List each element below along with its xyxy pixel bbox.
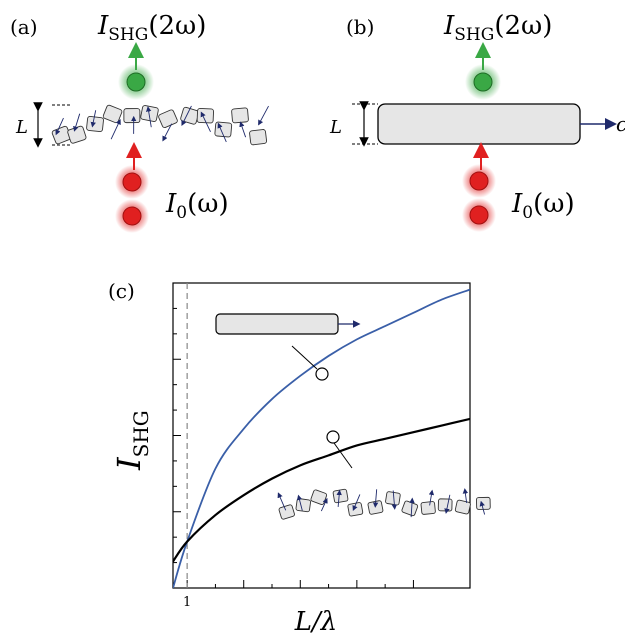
- dipole-arrow: [320, 497, 328, 512]
- panel-a: (a) ISHG(2ω) L I0(ω): [10, 11, 269, 233]
- dipole-arrow: [428, 489, 435, 506]
- dipole-arrow: [217, 122, 227, 143]
- dipole-arrow: [146, 106, 152, 128]
- pointer-blue: [291, 345, 318, 370]
- panel-a-input-label: I0(ω): [165, 189, 229, 223]
- panel-b-input-label: I0(ω): [511, 189, 575, 223]
- molecule-block: [454, 499, 471, 515]
- dipole-arrow: [409, 497, 415, 518]
- molecule-block: [476, 496, 491, 510]
- molecule-block: [295, 498, 312, 513]
- molecule-block: [332, 488, 349, 504]
- dipole-arrow: [277, 492, 287, 511]
- dipole-arrow: [336, 489, 342, 508]
- molecule-block: [158, 109, 178, 128]
- panel-b-red-photon-1: [469, 171, 489, 191]
- x-tick-label-1: 1: [183, 595, 191, 610]
- dipole-arrow: [462, 488, 469, 504]
- molecule-block: [420, 501, 436, 515]
- inset-molecular-layer: [277, 488, 491, 520]
- dipole-arrow: [479, 500, 486, 515]
- inset-crystal-slab: [215, 313, 339, 335]
- panel-c: (c) ISHG L/λ 1: [108, 279, 491, 637]
- molecule-block: [385, 491, 401, 506]
- molecule-block: [249, 129, 268, 146]
- panel-a-molecular-layer: [51, 104, 269, 146]
- molecule-block: [67, 125, 87, 144]
- molecule-block: [437, 498, 453, 512]
- panel-b-green-photon: [473, 72, 493, 92]
- dipole-arrow: [391, 490, 398, 510]
- panel-a-red-photon-2: [122, 206, 142, 226]
- panel-b-polarization-label: c: [616, 112, 625, 136]
- molecule-block: [231, 107, 249, 124]
- dipole-arrow: [110, 119, 121, 140]
- dipole-arrow: [352, 494, 361, 512]
- dipole-arrow: [258, 105, 269, 126]
- panel-b: (b) ISHG(2ω) L c I0(ω): [329, 11, 625, 232]
- panel-c-label: (c): [108, 279, 135, 303]
- chart-curves: [173, 288, 470, 588]
- panel-a-red-photon-1: [122, 172, 142, 192]
- dipole-arrow: [296, 494, 303, 511]
- panel-a-label: (a): [10, 15, 38, 39]
- molecule-block: [123, 108, 141, 124]
- molecule-block: [140, 105, 159, 122]
- x-axis-label: L/λ: [294, 607, 338, 637]
- dipole-arrow: [200, 111, 211, 133]
- dipole-arrow: [181, 105, 192, 126]
- panel-b-label: (b): [346, 15, 374, 39]
- series-line-black: [173, 417, 470, 563]
- molecule-block: [102, 104, 123, 124]
- dipole-arrow: [55, 117, 64, 136]
- dipole-arrow: [239, 121, 247, 138]
- marker-blue-curve: [315, 367, 329, 381]
- panel-a-thickness-label: L: [15, 117, 28, 138]
- axis-ticks: [173, 282, 414, 589]
- panel-b-crystal-slab: [377, 103, 581, 145]
- panel-a-output-label: ISHG(2ω): [97, 11, 206, 45]
- pointer-black: [333, 442, 353, 469]
- panel-b-thickness-label: L: [329, 117, 342, 138]
- dipole-arrow: [372, 489, 379, 508]
- dipole-arrow: [162, 123, 173, 142]
- molecule-block: [86, 116, 104, 133]
- panel-b-red-photon-2: [469, 205, 489, 225]
- series-line-blue: [173, 288, 470, 588]
- dipole-arrow: [73, 113, 81, 132]
- molecule-block: [278, 504, 295, 520]
- dipole-arrow: [444, 494, 451, 514]
- marker-black-curve: [326, 430, 340, 444]
- panel-b-output-label: ISHG(2ω): [443, 11, 552, 45]
- dipole-arrow: [90, 110, 97, 128]
- molecule-block: [401, 500, 419, 517]
- panel-a-green-photon: [126, 72, 146, 92]
- y-axis-label: ISHG: [110, 410, 153, 471]
